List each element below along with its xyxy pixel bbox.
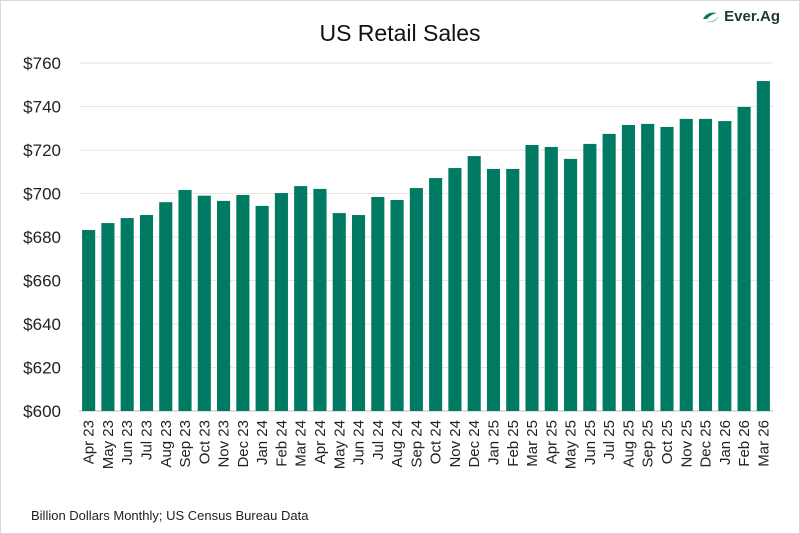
y-tick-label: $680	[23, 228, 61, 247]
y-tick-label: $740	[23, 98, 61, 117]
bar	[544, 146, 558, 411]
bar	[274, 193, 288, 411]
logo-text: Ever.Ag	[724, 8, 780, 25]
bar	[621, 124, 635, 412]
x-tick-label: Jan 24	[254, 420, 271, 465]
bar	[139, 215, 154, 411]
x-tick-label: Jul 23	[138, 420, 155, 460]
x-tick-label: Jun 25	[582, 420, 599, 465]
x-tick-label: May 24	[331, 420, 348, 469]
bar	[82, 230, 96, 411]
bar	[236, 195, 250, 411]
bar	[429, 178, 443, 411]
x-tick-label: Nov 23	[216, 420, 233, 468]
bar	[120, 218, 134, 411]
bar	[197, 195, 211, 411]
x-tick-label: Aug 25	[620, 420, 637, 468]
bar	[390, 200, 404, 411]
source-note: Billion Dollars Monthly; US Census Burea…	[31, 508, 309, 523]
bar	[351, 215, 366, 411]
bar	[602, 133, 616, 411]
y-tick-label: $700	[23, 185, 61, 204]
y-tick-label: $640	[23, 315, 61, 334]
logo: Ever.Ag	[701, 8, 780, 25]
x-tick-label: Apr 24	[312, 420, 329, 464]
bar	[506, 168, 520, 411]
bar	[525, 144, 539, 411]
bar	[371, 196, 385, 411]
bar	[101, 223, 115, 411]
y-tick-label: $620	[23, 359, 61, 378]
x-tick-label: Dec 24	[466, 420, 483, 468]
x-tick-label: Jul 24	[370, 420, 387, 460]
bar	[698, 118, 713, 412]
y-tick-label: $760	[23, 54, 61, 73]
bar	[332, 213, 346, 411]
x-tick-label: Mar 26	[755, 420, 772, 467]
y-tick-label: $720	[23, 141, 61, 160]
y-tick-label: $600	[23, 402, 61, 421]
logo-icon	[703, 12, 720, 22]
x-tick-label: Feb 25	[505, 420, 522, 467]
x-tick-label: May 23	[100, 420, 117, 469]
x-tick-label: Dec 23	[235, 420, 252, 468]
bar	[409, 188, 423, 411]
bar	[294, 186, 308, 411]
x-tick-label: Dec 25	[698, 420, 715, 468]
x-tick-label: Jun 23	[119, 420, 136, 465]
x-tick-label: Jan 26	[717, 420, 734, 465]
bar	[486, 168, 501, 411]
x-tick-label: Feb 26	[736, 420, 753, 467]
bar	[217, 200, 231, 411]
x-tick-label: Apr 25	[543, 420, 560, 464]
bar	[641, 123, 655, 412]
chart-title: US Retail Sales	[319, 20, 481, 46]
y-tick-label: $660	[23, 272, 61, 291]
x-tick-label: Oct 24	[428, 420, 445, 464]
x-tick-label: Oct 25	[659, 420, 676, 464]
bar	[313, 188, 327, 411]
bar	[159, 202, 173, 411]
x-tick-label: Mar 24	[293, 420, 310, 467]
x-tick-label: Nov 24	[447, 420, 464, 468]
x-tick-label: Jan 25	[485, 420, 502, 465]
x-tick-label: Feb 24	[273, 420, 290, 467]
bar	[718, 121, 732, 411]
x-tick-label: Aug 24	[389, 420, 406, 468]
bar	[756, 81, 770, 412]
x-tick-label: Mar 25	[524, 420, 541, 467]
bar	[255, 205, 269, 411]
bar	[679, 118, 693, 412]
x-tick-label: Sep 25	[640, 420, 657, 468]
bar	[467, 156, 481, 411]
x-tick-label: Sep 23	[177, 420, 194, 468]
bar	[737, 106, 751, 411]
bar	[564, 158, 578, 411]
bar	[178, 190, 192, 411]
x-tick-label: Sep 24	[408, 420, 425, 468]
bar	[583, 143, 597, 411]
bar	[448, 168, 462, 411]
x-tick-label: May 25	[563, 420, 580, 469]
x-tick-label: Aug 23	[158, 420, 175, 468]
x-tick-label: Jul 25	[601, 420, 618, 460]
x-tick-label: Jun 24	[351, 420, 368, 465]
x-tick-label: Apr 23	[81, 420, 98, 464]
x-tick-label: Oct 23	[196, 420, 213, 464]
x-tick-label: Nov 25	[678, 420, 695, 468]
bar	[660, 126, 674, 411]
